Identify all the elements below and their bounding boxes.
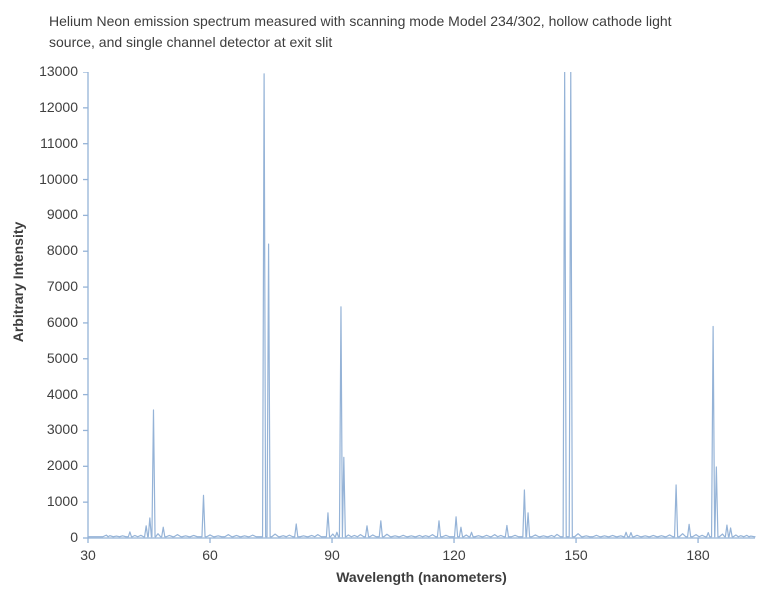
y-tick-label: 13000 <box>39 63 78 79</box>
y-tick-label: 3000 <box>46 421 78 438</box>
spectrum-plot <box>83 72 756 543</box>
y-tick-label: 12000 <box>39 98 78 115</box>
y-tick-label: 4000 <box>46 385 78 402</box>
x-tick-label: 30 <box>80 547 96 563</box>
y-tick-label: 0 <box>70 529 78 545</box>
y-tick-label: 7000 <box>46 278 78 295</box>
y-tick-label: 5000 <box>46 349 78 366</box>
x-tick-label: 90 <box>324 547 340 563</box>
y-tick-label: 10000 <box>39 170 78 187</box>
chart-title: Helium Neon emission spectrum measured w… <box>49 13 672 50</box>
x-axis-title: Wavelength (nanometers) <box>336 569 507 585</box>
y-tick-label: 2000 <box>46 457 78 474</box>
x-tick-label: 150 <box>564 547 588 563</box>
spectrum-line <box>87 72 756 538</box>
y-tick-label: 8000 <box>46 242 78 259</box>
y-tick-label: 11000 <box>40 134 78 151</box>
x-tick-label: 120 <box>442 547 466 563</box>
y-tick-label: 1000 <box>46 493 78 510</box>
y-tick-label: 6000 <box>46 313 78 330</box>
y-tick-label: 9000 <box>46 206 78 223</box>
x-tick-label: 60 <box>202 547 218 563</box>
x-tick-label: 180 <box>686 547 710 563</box>
y-axis-title: Arbitrary Intensity <box>10 221 26 343</box>
